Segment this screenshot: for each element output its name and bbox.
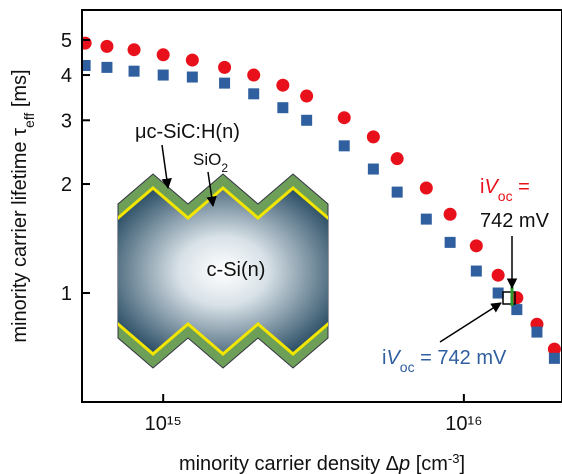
point <box>469 239 483 253</box>
annotation-part: V <box>386 347 401 369</box>
point <box>420 213 432 225</box>
point <box>300 89 314 103</box>
silicon-core <box>118 190 328 352</box>
pointer <box>206 171 217 208</box>
x-axis-label: minority carrier density Δp [cm-3] <box>179 451 465 474</box>
point <box>390 152 404 166</box>
point <box>531 326 543 338</box>
x-tick-label: 10¹⁶ <box>445 413 482 435</box>
point <box>185 53 199 67</box>
point <box>276 78 290 92</box>
point <box>157 69 169 81</box>
point <box>186 71 198 83</box>
point <box>156 48 170 62</box>
point <box>337 111 351 125</box>
point <box>511 304 523 316</box>
point <box>100 39 114 53</box>
label-part: p <box>398 453 410 474</box>
point <box>492 287 504 299</box>
annotation-part: oc <box>400 359 415 375</box>
label-part: -3 <box>448 451 460 466</box>
point <box>510 291 524 305</box>
point <box>277 102 289 114</box>
inset-label: c-Si(n) <box>207 259 266 281</box>
point <box>366 130 380 144</box>
point <box>338 140 350 152</box>
y-axis-label: minority carrier lifetime τeff [ms] <box>9 69 37 342</box>
point <box>128 65 140 77</box>
inset-label: μc-SiC:H(n) <box>135 121 240 143</box>
axes-frame <box>81 9 562 403</box>
inset-label-part: SiO <box>193 150 221 169</box>
point <box>219 77 231 89</box>
point <box>470 265 482 277</box>
point <box>367 163 379 175</box>
label-part: minority carrier density Δ <box>179 453 399 474</box>
point <box>82 36 92 50</box>
y-tick-label: 3 <box>61 110 72 132</box>
point <box>491 268 505 282</box>
y-tick-label: 5 <box>61 30 72 52</box>
annotation: iVoc = 742 mV <box>382 347 507 375</box>
y-tick-label: 4 <box>61 65 72 87</box>
annotation: 742 mV <box>480 210 550 232</box>
annotation-part: = <box>513 176 530 198</box>
x-tick-label: 10¹⁵ <box>145 413 182 435</box>
point <box>548 352 560 364</box>
y-tick-label: 2 <box>61 174 72 196</box>
point <box>218 60 232 74</box>
point <box>127 43 141 57</box>
label-part: ] <box>459 453 465 474</box>
annotation-part: V <box>484 176 499 198</box>
plot-area <box>82 36 561 364</box>
inset-label: SiO2 <box>193 150 228 175</box>
point <box>248 88 260 100</box>
point <box>82 60 91 72</box>
point <box>419 181 433 195</box>
inset-diagram: μc-SiC:H(n) SiO2 c-Si(n) <box>117 121 329 369</box>
marker-box <box>502 291 516 305</box>
point <box>443 207 457 221</box>
label-part: eff <box>21 113 37 128</box>
point <box>301 114 313 126</box>
point <box>247 68 261 82</box>
annotation-part: = 742 mV <box>415 347 507 369</box>
pointer <box>161 144 172 190</box>
annotation-part: oc <box>498 188 513 204</box>
point <box>391 186 403 198</box>
arrow <box>439 302 502 343</box>
point <box>444 236 456 248</box>
point <box>101 61 113 73</box>
annotation: iVoc = <box>480 176 530 204</box>
annotation-part: i <box>382 347 386 369</box>
point <box>547 342 561 356</box>
inset-label-part: 2 <box>221 161 228 175</box>
y-tick-label: 1 <box>61 283 72 305</box>
annotation-part: i <box>480 176 484 198</box>
label-part: minority carrier lifetime τ <box>9 128 31 343</box>
label-part: [ms] <box>9 69 31 112</box>
label-part: [cm <box>410 453 448 474</box>
